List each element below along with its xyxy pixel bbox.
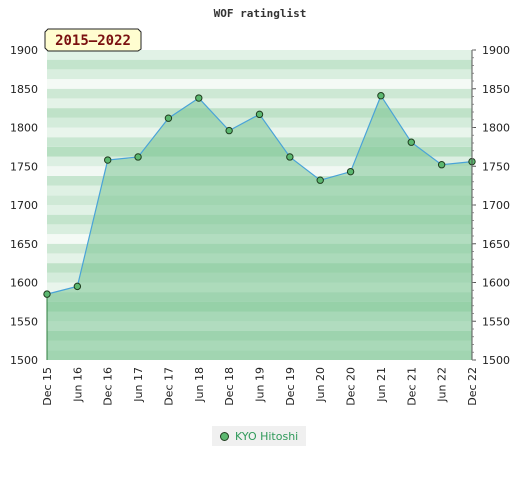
background-band: [47, 88, 472, 99]
legend: KYO Hitoshi: [212, 426, 307, 446]
background-band: [47, 50, 472, 60]
y-tick-label-right: 1800: [482, 122, 510, 135]
y-tick-label-right: 1650: [482, 238, 510, 251]
y-tick-label-left: 1850: [10, 83, 38, 96]
chart-title: WOF ratinglist: [214, 7, 307, 20]
series-area: [47, 95, 472, 360]
year-range-badge: 2015–2022: [44, 28, 142, 52]
y-tick-label-left: 1750: [10, 160, 38, 173]
data-point: [377, 92, 385, 100]
y-axis-left: 1500 1550 1600 1650 1700 1750 1800 1850 1900: [10, 44, 38, 367]
y-tick-label-right: 1500: [482, 354, 510, 367]
x-tick-label: Jun 21: [375, 367, 388, 403]
legend-label: KYO Hitoshi: [235, 429, 299, 443]
x-tick-label: Dec 20: [345, 367, 358, 406]
y-tick-label-right: 1600: [482, 277, 510, 290]
data-point: [437, 161, 446, 169]
x-tick-label: Jun 17: [132, 367, 145, 403]
y-tick-label-left: 1700: [10, 199, 38, 212]
y-tick-label-left: 1900: [10, 44, 38, 57]
y-tick-label-left: 1500: [10, 354, 38, 367]
x-tick-label: Dec 15: [41, 367, 54, 406]
y-tick-label-right: 1850: [482, 83, 510, 96]
background-band: [47, 98, 472, 109]
data-point: [316, 176, 324, 184]
x-tick-label: Dec 19: [284, 367, 297, 406]
data-point: [73, 282, 82, 291]
x-tick-label: Dec 17: [162, 367, 175, 406]
data-point: [164, 114, 173, 122]
y-axis-right: 1500 1550 1600 1650 1700 1750 1800 1850 1900: [471, 44, 510, 367]
x-tick-label: Jun 16: [71, 367, 84, 403]
y-tick-label-left: 1650: [10, 238, 38, 251]
x-tick-label: Jun 19: [254, 367, 267, 403]
data-point: [255, 110, 264, 119]
background-band: [47, 69, 472, 80]
y-tick-label-right: 1550: [482, 315, 510, 328]
data-point: [104, 156, 112, 164]
data-point: [43, 290, 51, 298]
data-point: [346, 167, 355, 176]
y-tick-label-right: 1900: [482, 44, 510, 57]
background-band: [47, 59, 472, 70]
x-tick-label: Dec 18: [223, 367, 236, 406]
data-point: [407, 138, 415, 146]
legend-marker-icon: [220, 431, 229, 441]
y-tick-label-left: 1600: [10, 277, 38, 290]
x-tick-label: Jun 18: [193, 367, 206, 403]
data-point: [225, 126, 233, 135]
y-tick-label-left: 1550: [10, 315, 38, 328]
x-axis: Dec 15 Jun 16 Dec 16 Jun 17 Dec 17 Jun 18 Dec …: [41, 367, 479, 406]
y-tick-label-right: 1750: [482, 160, 510, 173]
x-tick-label: Dec 22: [466, 367, 479, 406]
y-tick-label-right: 1700: [482, 199, 510, 212]
background-band: [47, 79, 472, 89]
data-point: [195, 94, 203, 102]
data-point: [286, 153, 294, 161]
data-points: [43, 92, 476, 298]
x-tick-label: Jun 22: [436, 367, 449, 403]
x-tick-label: Dec 16: [102, 367, 115, 406]
x-tick-label: Jun 20: [314, 367, 327, 403]
x-tick-label: Dec 21: [405, 367, 418, 406]
data-point: [134, 153, 142, 161]
badge-text: 2015–2022: [55, 33, 131, 49]
y-tick-label-left: 1800: [10, 122, 38, 135]
